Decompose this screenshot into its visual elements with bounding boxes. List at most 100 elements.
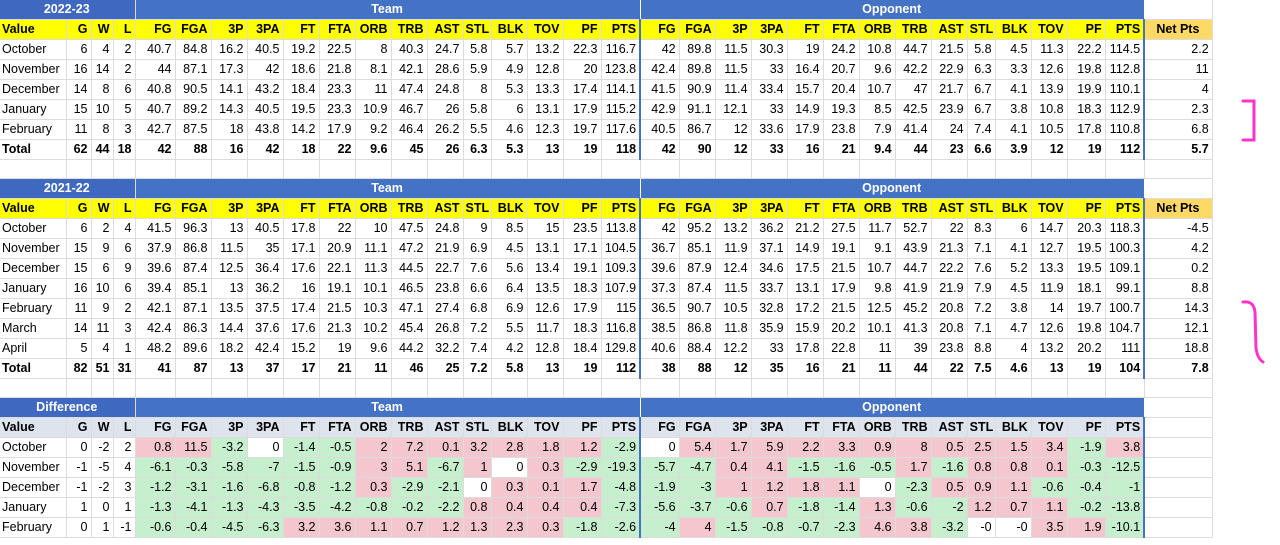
stat-cell[interactable]: -12.5 — [1105, 457, 1145, 478]
empty-cell[interactable] — [427, 159, 464, 179]
stat-cell[interactable]: 11 — [859, 358, 896, 379]
stat-cell[interactable]: 4 — [113, 218, 136, 239]
empty-cell[interactable] — [995, 159, 1032, 179]
stat-cell[interactable]: 7.2 — [391, 437, 428, 458]
stat-cell[interactable]: 36.2 — [751, 218, 788, 239]
stat-cell[interactable]: 115.2 — [601, 99, 642, 120]
stat-cell[interactable]: 0.3 — [491, 477, 528, 498]
stat-cell[interactable]: 19.8 — [1067, 318, 1106, 339]
stat-cell[interactable]: 0 — [640, 437, 680, 458]
stat-cell[interactable]: 22.2 — [1067, 39, 1106, 60]
stat-cell[interactable]: 11.8 — [715, 318, 752, 339]
net-pts-cell[interactable]: 14.3 — [1143, 298, 1213, 319]
stat-cell[interactable]: -1 — [66, 457, 92, 478]
stat-cell[interactable]: 1.8 — [527, 437, 564, 458]
stat-cell[interactable]: 40.5 — [640, 119, 680, 140]
stat-cell[interactable]: 86.3 — [175, 318, 212, 339]
stat-cell[interactable]: 16.2 — [211, 39, 248, 60]
stat-cell[interactable]: 14.9 — [787, 238, 824, 259]
column-header[interactable]: FT — [787, 198, 824, 219]
empty-cell[interactable] — [527, 159, 564, 179]
net-pts-cell[interactable]: 2.2 — [1143, 39, 1213, 60]
stat-cell[interactable]: 17.4 — [283, 298, 320, 319]
stat-cell[interactable]: 18 — [283, 139, 320, 160]
stat-cell[interactable]: 4.7 — [995, 318, 1032, 339]
row-label[interactable]: March — [0, 318, 67, 339]
stat-cell[interactable]: 36.5 — [640, 298, 680, 319]
column-header[interactable]: FT — [283, 19, 320, 40]
stat-cell[interactable]: 4.6 — [491, 119, 528, 140]
stat-cell[interactable]: -0.8 — [283, 477, 320, 498]
column-header[interactable]: Value — [0, 417, 67, 438]
stat-cell[interactable]: 28.6 — [427, 59, 464, 80]
column-header[interactable]: ORB — [355, 19, 392, 40]
stat-cell[interactable]: 40.7 — [135, 99, 176, 120]
stat-cell[interactable]: -2.3 — [823, 517, 860, 538]
stat-cell[interactable]: 7.6 — [967, 258, 996, 279]
stat-cell[interactable]: -10.1 — [1105, 517, 1145, 538]
column-header[interactable]: 3PA — [751, 417, 788, 438]
stat-cell[interactable]: 100.7 — [1105, 298, 1145, 319]
stat-cell[interactable]: 17.9 — [787, 119, 824, 140]
empty-cell[interactable] — [823, 378, 860, 398]
net-pts-cell[interactable]: 0.2 — [1143, 258, 1213, 279]
stat-cell[interactable]: 47.1 — [391, 298, 428, 319]
stat-cell[interactable]: 11.7 — [527, 318, 564, 339]
stat-cell[interactable]: 10 — [91, 278, 114, 299]
stat-cell[interactable]: 5.8 — [967, 39, 996, 60]
stat-cell[interactable]: 7.2 — [967, 298, 996, 319]
stat-cell[interactable]: 21.3 — [931, 238, 968, 259]
column-header[interactable]: TRB — [895, 198, 932, 219]
stat-cell[interactable]: 13.4 — [527, 258, 564, 279]
stat-cell[interactable]: -1.6 — [823, 457, 860, 478]
stat-cell[interactable]: 0 — [66, 517, 92, 538]
stat-cell[interactable]: -1.4 — [823, 497, 860, 518]
column-header[interactable]: FTA — [319, 417, 356, 438]
stat-cell[interactable]: 9.6 — [859, 59, 896, 80]
column-header[interactable]: L — [113, 198, 136, 219]
stat-cell[interactable]: 5.1 — [391, 457, 428, 478]
stat-cell[interactable]: -4.1 — [175, 497, 212, 518]
stat-cell[interactable]: 109.1 — [1105, 258, 1145, 279]
stat-cell[interactable]: -0.5 — [859, 457, 896, 478]
stat-cell[interactable]: 4.1 — [995, 79, 1032, 100]
stat-cell[interactable]: 6 — [113, 278, 136, 299]
stat-cell[interactable]: 87.9 — [679, 258, 716, 279]
column-header[interactable]: FT — [283, 198, 320, 219]
stat-cell[interactable]: 10.7 — [859, 79, 896, 100]
stat-cell[interactable]: 13.5 — [527, 278, 564, 299]
column-header[interactable]: L — [113, 19, 136, 40]
stat-cell[interactable]: 3.4 — [1031, 437, 1068, 458]
stat-cell[interactable]: 4.5 — [995, 39, 1032, 60]
stat-cell[interactable]: 110.1 — [1105, 79, 1145, 100]
stat-cell[interactable]: 6.8 — [463, 298, 492, 319]
stat-cell[interactable]: 84.8 — [175, 39, 212, 60]
stat-cell[interactable]: 36.4 — [247, 258, 284, 279]
stat-cell[interactable]: 22 — [319, 139, 356, 160]
stat-cell[interactable]: -4.2 — [319, 497, 356, 518]
stat-cell[interactable]: 0.8 — [967, 457, 996, 478]
column-header[interactable]: 3PA — [247, 198, 284, 219]
stat-cell[interactable]: 17.3 — [211, 59, 248, 80]
stat-cell[interactable]: 0.7 — [391, 517, 428, 538]
stat-cell[interactable]: 45 — [391, 139, 428, 160]
stat-cell[interactable]: 11 — [355, 79, 392, 100]
stat-cell[interactable]: 3.5 — [1031, 517, 1068, 538]
stat-cell[interactable]: 16 — [283, 278, 320, 299]
stat-cell[interactable]: 18 — [113, 139, 136, 160]
stat-cell[interactable]: 33 — [751, 338, 788, 359]
stat-cell[interactable]: 1.8 — [787, 477, 824, 498]
stat-cell[interactable]: 4 — [91, 338, 114, 359]
stat-cell[interactable]: -13.8 — [1105, 497, 1145, 518]
empty-cell[interactable] — [931, 378, 968, 398]
stat-cell[interactable]: 20.4 — [823, 79, 860, 100]
stat-cell[interactable]: 26 — [427, 99, 464, 120]
stat-cell[interactable]: 0 — [247, 437, 284, 458]
column-header[interactable]: AST — [427, 19, 464, 40]
stat-cell[interactable]: 19 — [563, 139, 602, 160]
empty-cell[interactable] — [1143, 477, 1213, 498]
column-header[interactable]: PF — [1067, 198, 1106, 219]
stat-cell[interactable]: 100.3 — [1105, 238, 1145, 259]
stat-cell[interactable]: 0.1 — [1031, 457, 1068, 478]
column-header[interactable]: TOV — [1031, 198, 1068, 219]
